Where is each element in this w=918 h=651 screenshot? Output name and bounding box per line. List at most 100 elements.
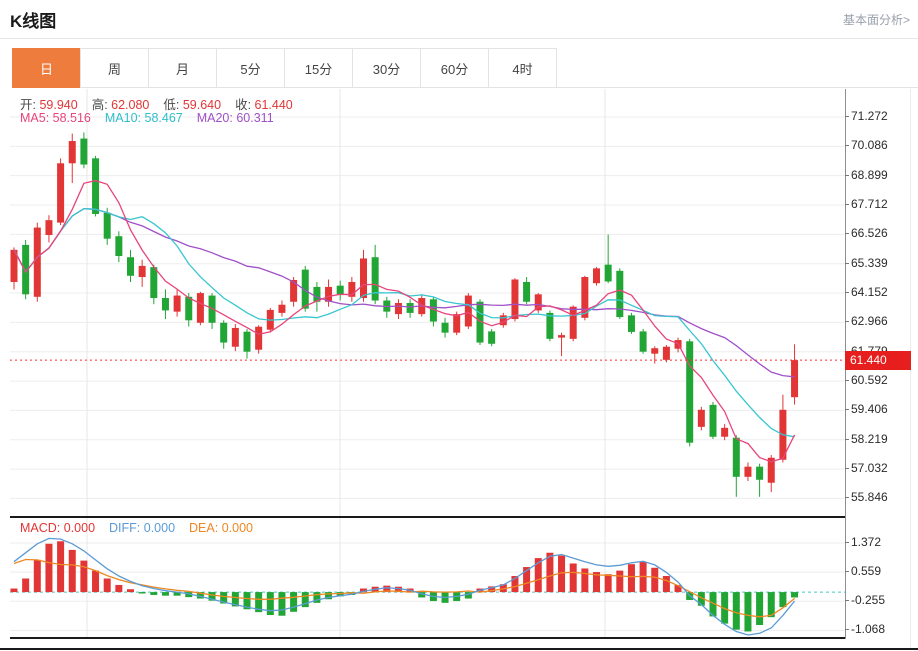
candle-down [756,466,764,480]
info-label: DIFF: [109,521,144,535]
candle-up [138,265,146,278]
info-label: MA20: [196,111,237,125]
candle-up [255,326,263,350]
info-value: 62.080 [111,98,150,112]
tick-mark [845,175,849,177]
candle-down [627,315,635,332]
tick-mark [845,204,849,206]
price-tick-label: 59.406 [845,402,888,416]
ohlc-info-row: 开: 59.940 高: 62.080 低: 59.640 收: 61.440 [20,94,307,113]
candle-down [429,299,437,322]
price-tick-label: 71.272 [845,109,888,123]
candle-up [581,277,589,318]
candlestick-chart-svg[interactable] [10,89,845,516]
page-title: K线图 [10,12,57,31]
tick-mark [845,439,849,441]
macd-bar [639,562,647,593]
macd-bar [22,578,30,593]
tab-周[interactable]: 周 [80,48,149,88]
candle-up [10,249,18,282]
tick-mark [845,380,849,382]
tab-4时[interactable]: 4时 [488,48,557,88]
macd-bar [709,592,717,617]
tick-mark [845,497,849,499]
tab-日[interactable]: 日 [12,48,81,88]
tick-mark [845,571,849,573]
candle-down [243,331,251,352]
macd-bar [278,592,286,616]
tab-5分[interactable]: 5分 [216,48,285,88]
macd-bar [499,584,507,593]
candle-down [546,312,554,339]
candle-down [523,281,531,302]
tab-30分[interactable]: 30分 [352,48,421,88]
candle-up [511,279,519,320]
macd-bar [138,592,146,594]
macd-bar [779,592,787,608]
macd-bar [231,592,239,607]
macd-bar [767,592,775,618]
macd-bar [732,592,740,630]
macd-bar [697,592,705,606]
fundamental-analysis-link[interactable]: 基本面分析> [842,13,910,27]
macd-bar [80,560,88,593]
macd-bar [115,584,123,593]
macd-bar [581,568,589,593]
macd-bar [92,570,100,593]
macd-bar [593,572,600,593]
candle-up [173,295,181,312]
macd-bar [336,592,344,597]
price-tick-label: 68.899 [845,168,888,182]
tick-mark [845,629,849,631]
candle-up [791,360,799,398]
macd-bar [604,574,612,593]
candle-down [709,404,717,437]
macd-bar [57,541,65,593]
tick-mark [845,263,849,265]
candlestick-chart-pane[interactable] [10,89,845,518]
macd-bar [127,589,134,593]
macd-bar [756,592,764,626]
tab-月[interactable]: 月 [148,48,217,88]
price-tick-label: 70.086 [845,138,888,152]
tab-60分[interactable]: 60分 [420,48,489,88]
candle-down [732,437,740,477]
candle-down [604,264,612,282]
candle-up [534,294,542,311]
info-value: 58.467 [144,111,183,125]
candle-up [348,281,356,297]
macd-bar [266,592,274,616]
macd-bar [464,592,472,599]
ma-info-row: MA5: 58.516 MA10: 58.467 MA20: 60.311 [20,111,288,125]
macd-bar [45,543,53,593]
candle-up [196,293,204,323]
macd-chart-pane[interactable] [10,518,845,639]
macd-bar [546,552,554,593]
macd-bar [558,555,566,593]
candle-up [453,314,461,333]
header-divider [0,38,918,39]
macd-chart-svg[interactable] [10,518,845,637]
candle-down [371,257,379,301]
macd-bar [488,586,496,593]
macd-bar [394,586,402,593]
macd-bar [196,592,204,599]
macd-bar [569,563,577,593]
tick-mark [845,292,849,294]
macd-bar [185,592,193,598]
info-label: 低: [163,98,183,112]
info-label: 高: [91,98,112,112]
info-label: 收: [235,98,255,112]
macd-bars-group [10,541,799,632]
tick-mark [845,542,849,544]
candle-up [360,258,367,299]
price-tick-label: 55.846 [845,490,888,504]
tab-15分[interactable]: 15分 [284,48,353,88]
price-tick-label: 67.712 [845,197,888,211]
candle-down [80,138,88,165]
diff-line [13,537,796,636]
macd-bar [511,575,519,593]
tick-mark [845,600,849,602]
macd-tick-label: 0.559 [845,564,881,578]
last-price-badge: 61.440 [845,351,911,370]
